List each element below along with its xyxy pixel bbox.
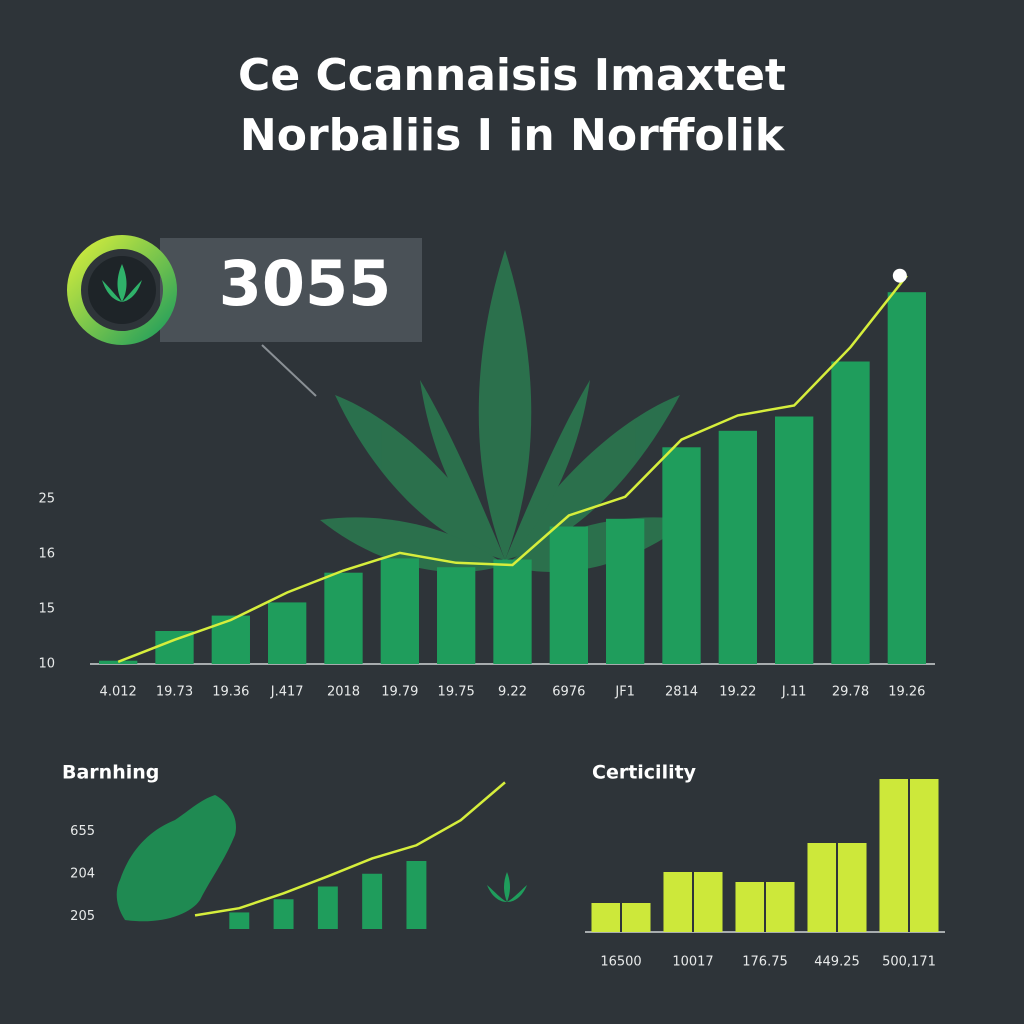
title-line: Norbaliis I in Norffolik xyxy=(240,110,786,161)
bar xyxy=(406,861,427,929)
x-tick-label: 19.36 xyxy=(212,685,249,700)
title-line: Ce Ccannaisis Imaxtet xyxy=(238,50,786,101)
x-tick-label: 29.78 xyxy=(832,685,869,700)
x-tick-label: 16500 xyxy=(600,955,641,970)
line xyxy=(194,781,506,917)
bar xyxy=(775,416,814,664)
end-point xyxy=(892,268,907,283)
x-tick-label: 176.75 xyxy=(742,955,788,970)
leaf-icon xyxy=(102,264,142,302)
x-tick-label: 19.73 xyxy=(156,685,193,700)
bar xyxy=(606,518,645,664)
y-tick-label: 15 xyxy=(38,602,55,617)
leaf-icon xyxy=(487,872,527,902)
map-shape xyxy=(116,795,236,922)
x-tick-label: J.11 xyxy=(781,685,807,700)
x-tick-label: 449.25 xyxy=(814,955,860,970)
x-tick-label: JF1 xyxy=(614,685,635,700)
callout-value: 3055 xyxy=(219,247,392,320)
x-tick-label: 19.22 xyxy=(719,685,756,700)
y-tick-label: 10 xyxy=(38,657,55,672)
x-tick-label: 19.26 xyxy=(888,685,925,700)
x-tick-label: J.417 xyxy=(270,685,304,700)
x-tick-label: 19.79 xyxy=(381,685,418,700)
bar xyxy=(317,886,338,929)
line xyxy=(117,274,908,663)
x-tick-label: 10017 xyxy=(672,955,713,970)
bar xyxy=(99,660,138,664)
bar xyxy=(229,912,250,929)
x-tick-label: 2814 xyxy=(665,685,698,700)
callout-arrow xyxy=(261,344,317,397)
bar xyxy=(662,447,701,664)
chart-title: Certicility xyxy=(592,762,697,784)
x-tick-label: 9.22 xyxy=(498,685,527,700)
bar xyxy=(887,292,926,664)
x-tick-label: 2018 xyxy=(327,685,360,700)
y-tick-label: 25 xyxy=(38,492,55,507)
charts: 10 15 16 25 4.012 19.73 19.36 J.417 2018 19.79 19.… xyxy=(38,268,945,970)
y-tick-label: 16 xyxy=(38,547,55,562)
bar xyxy=(718,430,757,664)
bar xyxy=(273,899,294,929)
x-tick-label: 500,171 xyxy=(882,955,936,970)
bar xyxy=(549,526,588,664)
callout-ring xyxy=(67,235,177,345)
chart-title: Barnhing xyxy=(62,762,159,784)
x-tick-label: 6976 xyxy=(552,685,585,700)
x-tick-label: 4.012 xyxy=(100,685,137,700)
bar xyxy=(268,602,307,664)
bar xyxy=(324,572,363,664)
callout-box xyxy=(160,238,422,342)
y-tick-label: 205 xyxy=(70,909,95,924)
bar xyxy=(493,559,532,664)
bar xyxy=(362,873,383,929)
bar xyxy=(437,567,476,664)
bar xyxy=(380,558,419,664)
x-tick-label: 19.75 xyxy=(438,685,475,700)
y-tick-label: 204 xyxy=(70,866,95,881)
y-tick-label: 655 xyxy=(70,824,95,839)
bar xyxy=(831,361,870,664)
bar xyxy=(211,615,250,664)
